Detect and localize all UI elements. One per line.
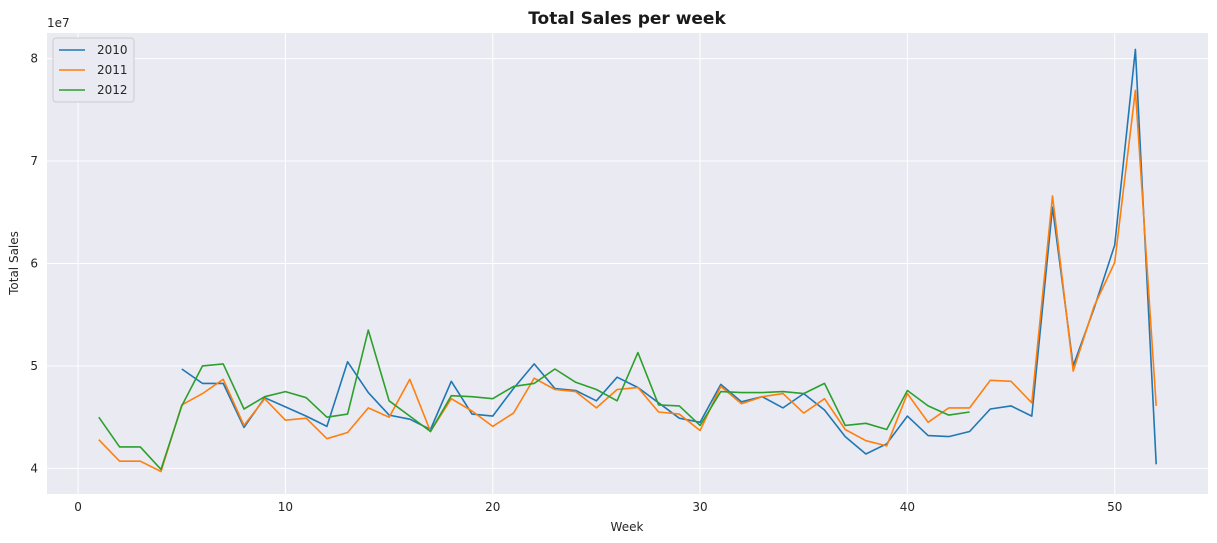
tick-labels: 0 10 20 30 40 50 4 5 6 7 8 — [30, 52, 1122, 514]
y-offset-label: 1e7 — [47, 16, 70, 30]
legend-box — [52, 37, 135, 103]
series-line-2011 — [98, 89, 1157, 473]
legend-label-2011: 2011 — [97, 63, 128, 77]
y-tick-label: 6 — [30, 257, 38, 271]
legend-label-2012: 2012 — [97, 83, 128, 97]
x-tick-label: 20 — [485, 500, 500, 514]
legend-label-2010: 2010 — [97, 43, 128, 57]
y-tick-label: 8 — [30, 52, 38, 66]
series-line-2012 — [98, 329, 970, 471]
x-tick-label: 50 — [1107, 500, 1122, 514]
grid-lines — [47, 33, 1208, 494]
legend-items: 2010 2011 2012 — [59, 43, 128, 97]
y-tick-label: 4 — [30, 461, 38, 475]
y-tick-label: 5 — [30, 359, 38, 373]
legend: 2010 2011 2012 — [52, 37, 135, 103]
x-tick-label: 0 — [74, 500, 82, 514]
y-axis-label: Total Sales — [7, 231, 21, 296]
x-tick-label: 40 — [900, 500, 915, 514]
x-tick-label: 10 — [278, 500, 293, 514]
series-lines — [98, 48, 1157, 473]
x-axis-label: Week — [611, 520, 644, 534]
chart-title: Total Sales per week — [528, 9, 726, 29]
series-line-2010 — [181, 48, 1157, 465]
y-tick-label: 7 — [30, 154, 38, 168]
x-tick-label: 30 — [692, 500, 707, 514]
